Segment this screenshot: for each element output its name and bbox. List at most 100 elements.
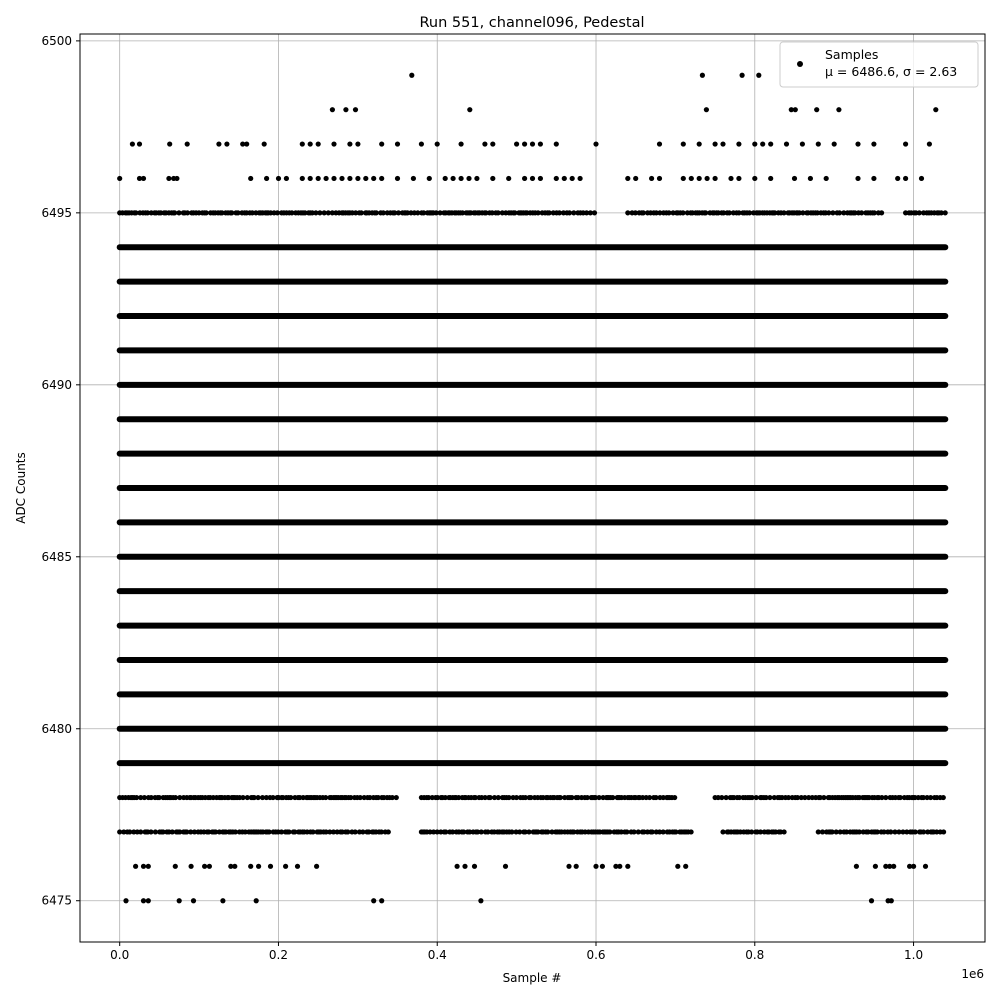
sample-point (673, 829, 679, 835)
sparse-level-6475 (123, 898, 894, 904)
sample-point (556, 210, 563, 216)
sample-point (512, 210, 518, 216)
sample-point (938, 210, 944, 216)
sample-point (133, 863, 139, 869)
sample-point (426, 175, 432, 182)
sample-point (502, 863, 509, 869)
sample-point (167, 141, 173, 147)
sample-point (753, 794, 759, 801)
sample-point (736, 141, 742, 147)
sample-point (871, 141, 877, 147)
sample-point (610, 794, 616, 801)
sample-point (123, 898, 129, 904)
sample-point (442, 794, 448, 801)
sample-point (385, 829, 391, 835)
sample-point (117, 829, 123, 835)
sample-point (715, 794, 721, 801)
y-axis-title: ADC Counts (14, 452, 28, 524)
sample-point (138, 794, 144, 801)
sample-point (888, 898, 894, 904)
sample-point (409, 72, 415, 78)
sample-point (907, 863, 913, 869)
sample-point (289, 210, 295, 216)
sample-point (632, 210, 639, 216)
legend-series-stats: μ = 6486.6, σ = 2.63 (825, 64, 957, 79)
sample-point (490, 141, 496, 147)
sample-point (807, 175, 814, 182)
sample-point (248, 175, 254, 182)
sample-point (920, 794, 927, 801)
sample-point (897, 794, 903, 801)
sample-point (261, 141, 267, 147)
sample-point (127, 829, 133, 835)
sample-point (249, 210, 255, 216)
sample-point (843, 829, 850, 835)
sample-point (887, 863, 893, 869)
sample-point (704, 175, 710, 182)
sample-point (317, 210, 323, 216)
sample-point (647, 794, 653, 801)
sample-point (794, 794, 801, 801)
sample-point (911, 863, 917, 869)
sample-point (371, 175, 377, 182)
sample-point (166, 175, 172, 182)
sample-point (879, 210, 885, 216)
sample-point (229, 210, 235, 216)
sample-point (723, 794, 729, 801)
sample-point (394, 141, 401, 147)
sample-point (240, 141, 246, 147)
sample-point (339, 175, 345, 182)
sample-point (235, 210, 241, 216)
sample-point (814, 107, 820, 113)
sample-point (528, 794, 534, 801)
legend-box (779, 41, 979, 88)
medium-level-6478 (117, 794, 946, 801)
sample-point (763, 794, 769, 801)
sample-point (522, 794, 529, 801)
sample-point (904, 829, 910, 835)
sample-point (912, 829, 918, 835)
sample-point (371, 898, 377, 904)
sample-point (596, 794, 602, 801)
sample-point (566, 863, 572, 869)
sample-point (389, 794, 395, 801)
sample-point (366, 829, 372, 835)
sample-point (712, 141, 718, 147)
sample-point (853, 863, 860, 869)
sample-point (806, 794, 812, 801)
sample-point (148, 794, 154, 801)
sample-point (821, 794, 827, 801)
sample-point (360, 829, 366, 835)
sample-point (474, 175, 480, 182)
sample-point (242, 829, 248, 835)
sample-point (736, 794, 743, 801)
sample-point (357, 794, 363, 801)
sample-point (117, 175, 123, 182)
sparse-level-6496 (117, 175, 925, 182)
sample-point (593, 863, 599, 869)
sample-point (270, 794, 276, 801)
sample-point (375, 794, 381, 801)
sample-point (785, 794, 792, 801)
sample-point (172, 210, 178, 216)
sample-point (831, 141, 837, 147)
sample-point (756, 72, 762, 78)
sample-point (176, 210, 182, 216)
sample-point (299, 141, 305, 147)
sample-point (442, 175, 448, 182)
sample-point (817, 794, 823, 801)
sample-point (177, 829, 183, 835)
sample-point (263, 794, 269, 801)
sample-point (314, 863, 320, 869)
sample-point (865, 829, 871, 835)
sample-point (593, 141, 599, 147)
sample-point (160, 829, 166, 835)
sample-point (800, 210, 806, 216)
sample-point (871, 175, 877, 182)
sample-point (213, 829, 219, 835)
sample-point (450, 175, 456, 182)
sample-point (490, 175, 496, 182)
sample-point (920, 829, 927, 835)
sample-point (352, 107, 359, 113)
sample-point (571, 829, 577, 835)
